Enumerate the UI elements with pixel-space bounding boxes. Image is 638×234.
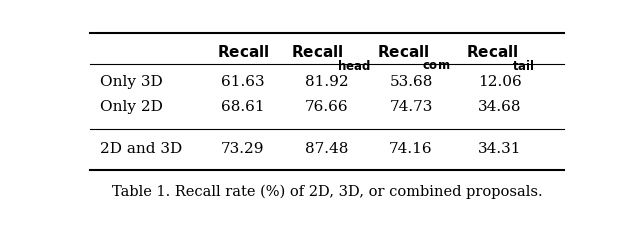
Text: Only 3D: Only 3D	[100, 75, 162, 89]
Text: 2D and 3D: 2D and 3D	[100, 142, 182, 156]
Text: 87.48: 87.48	[306, 142, 348, 156]
Text: $\mathbf{head}$: $\mathbf{head}$	[338, 59, 371, 73]
Text: $\mathbf{Recall}$: $\mathbf{Recall}$	[377, 44, 430, 59]
Text: 68.61: 68.61	[221, 100, 265, 114]
Text: $\mathbf{Recall}$: $\mathbf{Recall}$	[466, 44, 519, 59]
Text: 74.16: 74.16	[389, 142, 433, 156]
Text: 73.29: 73.29	[221, 142, 265, 156]
Text: 76.66: 76.66	[305, 100, 349, 114]
Text: $\mathbf{com}$: $\mathbf{com}$	[422, 59, 450, 72]
Text: 53.68: 53.68	[389, 75, 433, 89]
Text: $\mathbf{Recall}$: $\mathbf{Recall}$	[217, 44, 269, 59]
Text: 81.92: 81.92	[305, 75, 349, 89]
Text: 74.73: 74.73	[389, 100, 433, 114]
Text: 34.68: 34.68	[478, 100, 522, 114]
Text: 61.63: 61.63	[221, 75, 265, 89]
Text: Table 1. Recall rate (%) of 2D, 3D, or combined proposals.: Table 1. Recall rate (%) of 2D, 3D, or c…	[112, 185, 542, 199]
Text: 34.31: 34.31	[478, 142, 522, 156]
Text: Only 2D: Only 2D	[100, 100, 163, 114]
Text: $\mathbf{tail}$: $\mathbf{tail}$	[512, 59, 535, 73]
Text: 12.06: 12.06	[478, 75, 522, 89]
Text: $\mathbf{Recall}$: $\mathbf{Recall}$	[291, 44, 343, 59]
